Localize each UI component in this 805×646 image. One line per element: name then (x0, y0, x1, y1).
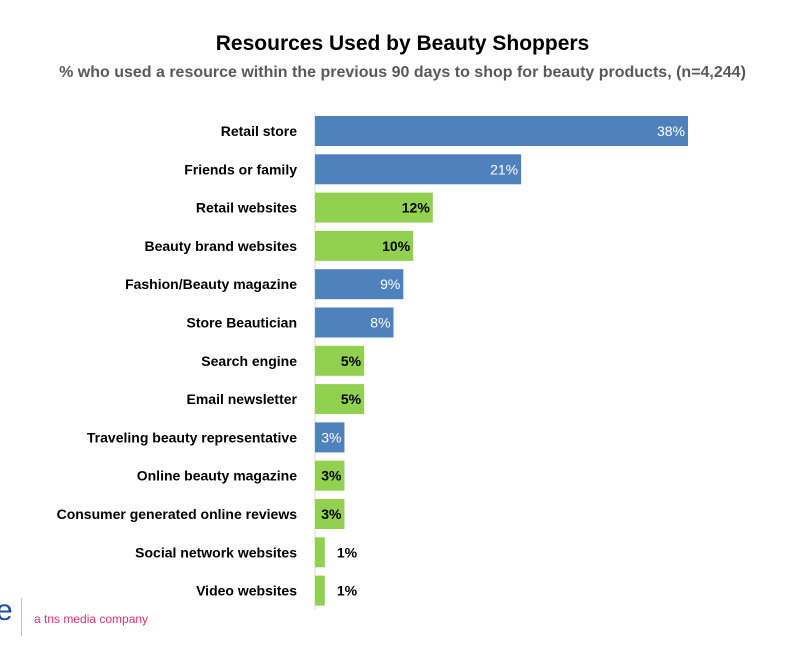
category-label: Email newsletter (187, 391, 298, 407)
data-label: 5% (341, 391, 362, 407)
bar (315, 460, 345, 491)
data-label: 38% (657, 123, 685, 139)
category-label: Store Beautician (187, 315, 297, 331)
bar (315, 384, 365, 415)
footer-tagline: a tns media company (34, 612, 149, 626)
category-label: Beauty brand websites (145, 238, 298, 254)
bar (315, 307, 394, 338)
category-label: Retail store (221, 123, 297, 139)
bar (315, 345, 365, 376)
category-label: Friends or family (184, 161, 297, 177)
data-label: 1% (337, 544, 358, 560)
data-label: 8% (370, 315, 390, 331)
category-label: Traveling beauty representative (87, 429, 297, 445)
chart-subtitle: % who used a resource within the previou… (59, 64, 746, 81)
bar (315, 116, 688, 146)
bar (315, 575, 325, 606)
category-label: Video websites (196, 583, 297, 599)
data-label: 1% (337, 583, 358, 599)
category-label: Search engine (201, 353, 297, 369)
category-label: Online beauty magazine (137, 468, 297, 484)
bar (315, 499, 345, 529)
data-label: 12% (402, 200, 431, 216)
data-label: 21% (490, 161, 518, 177)
footer-divider (21, 598, 22, 636)
category-label: Social network websites (135, 544, 297, 560)
data-label: 5% (341, 353, 362, 369)
brand-logo: e (0, 594, 13, 627)
bar (315, 537, 325, 568)
data-label: 10% (382, 238, 411, 254)
data-label: 3% (321, 468, 342, 484)
chart-title: Resources Used by Beauty Shoppers (215, 32, 590, 55)
category-label: Retail websites (196, 200, 297, 216)
bar (315, 192, 433, 223)
bar (315, 230, 414, 261)
category-label: Fashion/Beauty magazine (125, 276, 297, 292)
bar (315, 422, 345, 453)
data-label: 9% (380, 276, 400, 292)
data-label: 3% (321, 429, 341, 445)
data-label: 3% (321, 506, 342, 522)
bar (315, 269, 404, 300)
bar (315, 154, 522, 185)
category-label: Consumer generated online reviews (57, 506, 298, 522)
